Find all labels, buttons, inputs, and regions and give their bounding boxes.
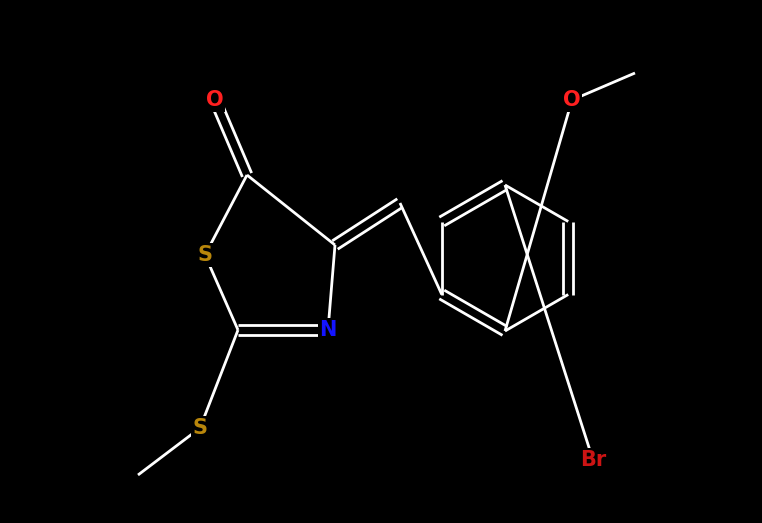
Text: S: S <box>193 418 207 438</box>
Text: S: S <box>197 245 213 265</box>
Text: N: N <box>319 320 337 340</box>
Text: O: O <box>207 90 224 110</box>
Text: Br: Br <box>580 450 606 470</box>
Text: O: O <box>563 90 581 110</box>
